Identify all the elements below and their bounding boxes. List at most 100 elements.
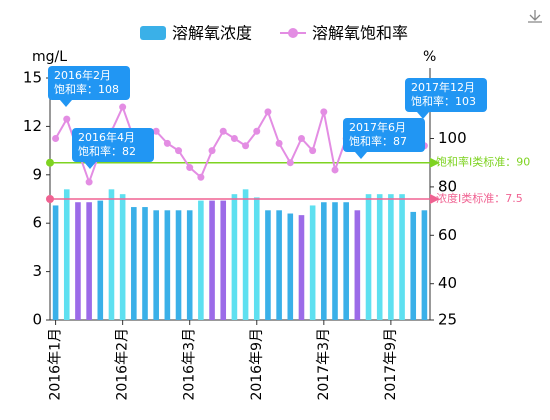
- x-tick-label: 2016年1月: [48, 328, 64, 401]
- line-point: [85, 178, 93, 186]
- line-point: [219, 127, 227, 135]
- bar: [287, 213, 294, 320]
- x-tick-label: 2016年2月: [115, 328, 131, 401]
- bar: [354, 210, 361, 320]
- tooltip-title: 2016年2月: [54, 68, 111, 82]
- bar: [142, 207, 148, 320]
- bar: [365, 194, 372, 320]
- bar: [198, 200, 204, 320]
- mark-line-label: 浓度Ⅰ类标准：7.5: [436, 191, 523, 205]
- legend-swatch: [140, 26, 166, 40]
- bar: [332, 202, 338, 320]
- y-tick-label: 9: [32, 165, 42, 183]
- bar: [253, 197, 260, 320]
- y-tick-label: 15: [23, 69, 42, 87]
- bar: [309, 205, 316, 320]
- bar: [63, 189, 70, 320]
- tooltip-box: [343, 118, 425, 152]
- bar: [164, 210, 171, 320]
- line-point: [286, 159, 294, 167]
- bar: [86, 202, 92, 320]
- line-point: [119, 103, 127, 111]
- x-tick-label: 2016年3月: [182, 328, 198, 401]
- bar: [119, 194, 126, 320]
- y-tick-label: 6: [32, 214, 42, 232]
- bar: [276, 210, 282, 320]
- tooltip-box: [405, 78, 487, 112]
- line-point: [230, 135, 238, 142]
- y2-tick-label: 60: [438, 226, 457, 244]
- tooltip-pointer: [355, 152, 367, 159]
- tooltip-pointer: [417, 112, 429, 119]
- line-point: [186, 164, 194, 172]
- line-point: [197, 173, 205, 181]
- legend-label: 溶解氧浓度: [172, 24, 252, 43]
- mark-line-label: 饱和率Ⅰ类标准：90: [436, 155, 530, 169]
- x-tick-label: 2017年9月: [383, 328, 399, 401]
- tooltip-text: 饱和率：87: [349, 134, 407, 148]
- y-tick-label: 12: [23, 117, 42, 135]
- bar: [242, 189, 249, 320]
- line-point: [264, 108, 272, 116]
- y2-axis-label: %: [423, 49, 436, 65]
- line-point: [163, 139, 171, 147]
- line-point: [175, 147, 183, 155]
- mark-line-start: [46, 195, 54, 203]
- bar: [131, 207, 137, 320]
- bar: [220, 200, 227, 320]
- y-tick-label: 3: [32, 262, 42, 280]
- tooltip-text: 饱和率：108: [54, 82, 119, 96]
- bar: [97, 200, 104, 320]
- tooltip-title: 2017年12月: [411, 80, 475, 94]
- line-point: [275, 139, 283, 147]
- line-point: [242, 142, 250, 150]
- bar: [265, 210, 271, 320]
- tooltip-box: [48, 66, 130, 100]
- line-point: [253, 127, 261, 135]
- legend-label: 溶解氧饱和率: [312, 24, 408, 43]
- bar: [388, 194, 394, 320]
- y2-tick-label: 40: [438, 274, 457, 292]
- bar: [108, 189, 115, 320]
- line-point: [320, 108, 328, 116]
- bar: [209, 200, 215, 320]
- line-point: [152, 127, 160, 135]
- tooltip-box: [72, 128, 154, 162]
- y2-tick-label: 80: [438, 177, 457, 195]
- tooltip-text: 饱和率：82: [78, 144, 136, 158]
- mark-line-arrow: [430, 194, 440, 204]
- download-icon[interactable]: [528, 10, 542, 23]
- line-point: [63, 115, 71, 123]
- bar: [298, 215, 305, 320]
- bar: [410, 211, 417, 320]
- tooltip-title: 2017年6月: [349, 120, 406, 134]
- bar: [231, 194, 238, 320]
- y-axis-label: mg/L: [32, 49, 67, 65]
- tooltip-pointer: [60, 100, 72, 107]
- x-tick-label: 2017年3月: [316, 328, 332, 401]
- bar: [343, 202, 349, 320]
- line-point: [52, 135, 60, 142]
- bar: [153, 210, 159, 320]
- y-tick-label: 0: [32, 311, 42, 329]
- mark-line-start: [46, 158, 54, 167]
- bar: [421, 210, 428, 320]
- bar: [75, 202, 81, 320]
- line-point: [297, 135, 305, 142]
- y2-tick-label: 100: [438, 129, 467, 147]
- legend-swatch: [288, 28, 298, 38]
- line-point: [331, 166, 339, 174]
- bar: [52, 205, 59, 320]
- tooltip-text: 饱和率：103: [411, 94, 476, 108]
- bar: [376, 194, 383, 320]
- tooltip-pointer: [84, 162, 96, 169]
- tooltip-title: 2016年4月: [78, 130, 135, 144]
- x-tick-label: 2016年9月: [249, 328, 265, 401]
- mark-line-arrow: [430, 157, 440, 168]
- line-point: [208, 147, 216, 155]
- bar: [175, 210, 182, 320]
